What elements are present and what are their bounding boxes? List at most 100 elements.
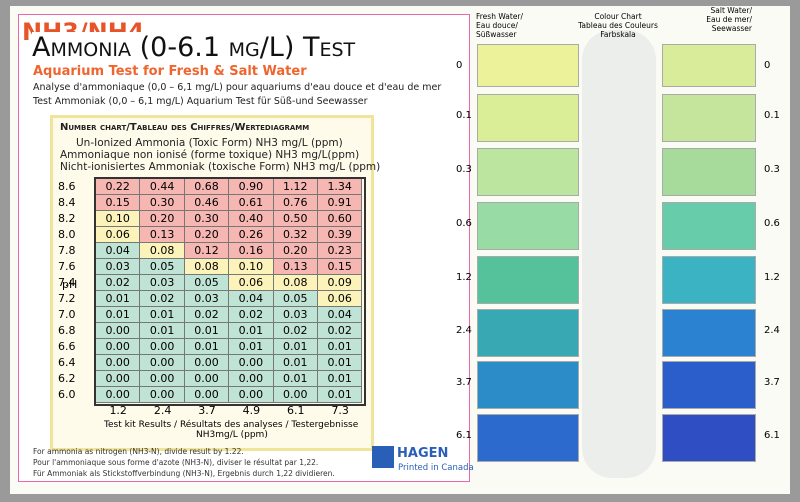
swatch-label: 3.7 bbox=[764, 377, 780, 388]
logo: HAGEN bbox=[397, 446, 449, 461]
header-line: Test Ammoniak (0,0 – 6,1 mg/L) Aquarium … bbox=[33, 96, 368, 107]
cell: 0.04 bbox=[96, 243, 141, 259]
ph-label: 8.0 bbox=[58, 228, 76, 241]
swatch-label: 6.1 bbox=[764, 430, 780, 441]
colour-swatch bbox=[477, 361, 579, 409]
ph-label: 6.4 bbox=[58, 356, 76, 369]
cell: 0.00 bbox=[140, 339, 185, 355]
cell: 0.91 bbox=[318, 195, 363, 211]
cell: 0.03 bbox=[96, 259, 141, 275]
cell: 0.01 bbox=[273, 371, 318, 387]
swatch-label: 1.2 bbox=[764, 272, 780, 283]
cell: 0.02 bbox=[140, 291, 185, 307]
result-label: 1.2 bbox=[109, 404, 127, 417]
chart-line: Un-Ionized Ammonia (Toxic Form) NH3 mg/L… bbox=[76, 137, 343, 149]
ph-label: 6.6 bbox=[58, 340, 76, 353]
ph-label: 7.6 bbox=[58, 260, 76, 273]
fresh-heading: Fresh Water/ bbox=[476, 12, 524, 21]
cell: 0.60 bbox=[318, 211, 363, 227]
row-axis-label: pH bbox=[62, 278, 78, 291]
cell: 0.00 bbox=[184, 387, 230, 403]
cell: 0.01 bbox=[318, 339, 363, 355]
cell: 0.44 bbox=[140, 179, 185, 195]
note: Pour l'ammoniaque sous forme d'azote (NH… bbox=[33, 458, 319, 467]
fresh-heading: Süßwasser bbox=[476, 30, 517, 39]
center-heading: Tableau des Couleurs bbox=[578, 21, 658, 30]
cell: 0.00 bbox=[96, 355, 141, 371]
cell: 0.02 bbox=[273, 323, 318, 339]
title: Ammonia (0-6.1 mg/L) Test bbox=[32, 32, 356, 63]
result-label: 6.1 bbox=[287, 404, 305, 417]
cell: 0.04 bbox=[229, 291, 274, 307]
swatch-label: 2.4 bbox=[764, 325, 780, 336]
cell: 0.06 bbox=[229, 275, 274, 291]
swatch-label: 0.3 bbox=[456, 164, 472, 175]
chart-heading: Number chart/Tableau des Chiffres/Werted… bbox=[60, 122, 310, 133]
cell: 0.00 bbox=[229, 387, 274, 403]
ph-label: 7.2 bbox=[58, 292, 76, 305]
fresh-heading: Eau douce/ bbox=[476, 21, 518, 30]
cell: 0.00 bbox=[229, 355, 274, 371]
cell: 0.03 bbox=[140, 275, 185, 291]
cell: 0.06 bbox=[318, 291, 363, 307]
cell: 0.32 bbox=[273, 227, 318, 243]
cell: 0.01 bbox=[273, 339, 318, 355]
result-label: 4.9 bbox=[242, 404, 261, 417]
cell: 0.10 bbox=[229, 259, 274, 275]
cell: 0.20 bbox=[140, 211, 185, 227]
colour-swatch bbox=[662, 361, 756, 409]
colour-swatch bbox=[477, 256, 579, 304]
cell: 0.30 bbox=[140, 195, 185, 211]
colour-swatch bbox=[662, 414, 756, 462]
ph-label: 7.0 bbox=[58, 308, 76, 321]
swatch-label: 0.6 bbox=[764, 218, 780, 229]
cell: 0.10 bbox=[96, 211, 141, 227]
cell: 0.01 bbox=[318, 371, 363, 387]
swatch-label: 0 bbox=[456, 60, 463, 71]
ph-label: 8.6 bbox=[58, 180, 76, 193]
cell: 0.20 bbox=[184, 227, 230, 243]
cell: 0.05 bbox=[273, 291, 318, 307]
cell: 0.00 bbox=[140, 371, 185, 387]
header-line: Analyse d'ammoniaque (0,0 – 6,1 mg/L) po… bbox=[33, 82, 442, 93]
cell: 0.01 bbox=[140, 307, 185, 323]
cell: 0.01 bbox=[229, 323, 274, 339]
cell: 0.26 bbox=[229, 227, 274, 243]
ph-label: 6.2 bbox=[58, 372, 76, 385]
ph-label: 8.2 bbox=[58, 212, 76, 225]
cell: 0.00 bbox=[140, 355, 185, 371]
salt-heading: Seewasser bbox=[711, 24, 752, 33]
cell: 0.39 bbox=[318, 227, 363, 243]
cell: 0.01 bbox=[273, 355, 318, 371]
chart-footer: Test kit Results / Résultats des analyse… bbox=[104, 420, 359, 430]
subtitle: Aquarium Test for Fresh & Salt Water bbox=[33, 64, 307, 79]
swatch-label: 3.7 bbox=[456, 377, 472, 388]
colour-swatch bbox=[662, 202, 756, 250]
cell: 0.05 bbox=[184, 275, 230, 291]
cell: 0.09 bbox=[318, 275, 363, 291]
table-frame bbox=[94, 177, 366, 406]
swatch-label: 6.1 bbox=[456, 430, 472, 441]
note: Für Ammoniak als Stickstoffverbindung (N… bbox=[33, 469, 335, 478]
cell: 0.08 bbox=[140, 243, 185, 259]
colour-swatch bbox=[662, 44, 756, 87]
cell: 0.02 bbox=[184, 307, 230, 323]
center-strip bbox=[582, 30, 656, 478]
cell: 0.01 bbox=[140, 323, 185, 339]
cell: 0.68 bbox=[184, 179, 230, 195]
colour-swatch bbox=[477, 94, 579, 142]
cell: 0.61 bbox=[229, 195, 274, 211]
swatch-label: 2.4 bbox=[456, 325, 472, 336]
cell: 0.01 bbox=[318, 387, 363, 403]
cell: 0.15 bbox=[96, 195, 141, 211]
note: For ammonia as nitrogen (NH3-N), divide … bbox=[33, 447, 244, 456]
result-label: 3.7 bbox=[198, 404, 216, 417]
cell: 0.01 bbox=[96, 291, 141, 307]
cell: 0.00 bbox=[96, 339, 141, 355]
chart-line: Ammoniaque non ionisé (forme toxique) NH… bbox=[60, 149, 360, 161]
ph-label: 7.8 bbox=[58, 244, 76, 257]
colour-swatch bbox=[662, 94, 756, 142]
cell: 0.00 bbox=[184, 371, 230, 387]
colour-swatch bbox=[477, 44, 579, 87]
